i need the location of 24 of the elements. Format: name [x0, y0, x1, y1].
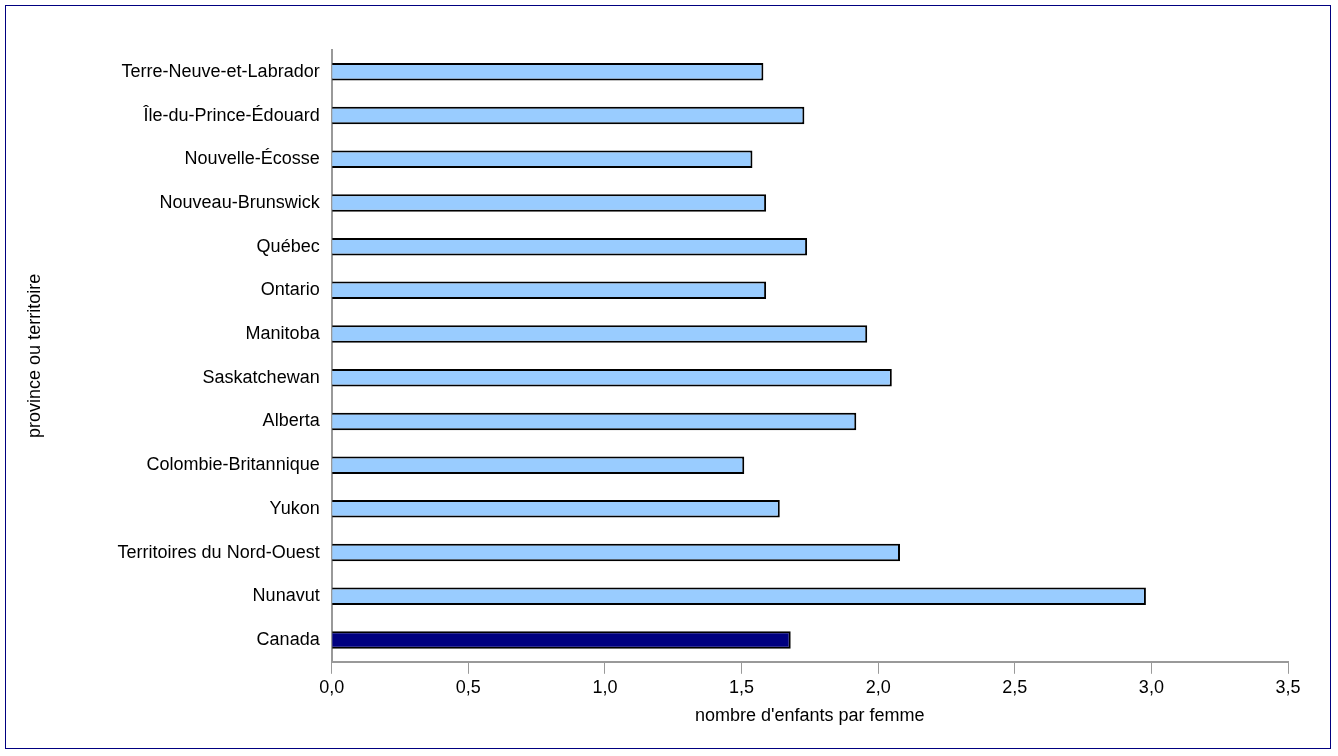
y-tick-label: Canada	[256, 628, 321, 649]
y-tick-label: Ontario	[260, 279, 320, 300]
y-tick-label: Alberta	[262, 410, 321, 431]
y-tick-label: Nunavut	[252, 585, 320, 606]
y-tick-label: Manitoba	[245, 323, 321, 344]
y-tick-label: Terre-Neuve-et-Labrador	[121, 60, 320, 81]
y-tick-label: Québec	[256, 235, 320, 256]
y-tick-label: Île-du-Prince-Édouard	[142, 104, 320, 125]
x-tick-label: 3,5	[1275, 676, 1301, 697]
y-tick-label: Nouveau-Brunswick	[159, 191, 321, 212]
y-tick-label: Saskatchewan	[202, 366, 320, 387]
x-tick-label: 2,0	[865, 676, 891, 697]
x-tick-label: 2,5	[1002, 676, 1028, 697]
x-tick-label: 0,5	[455, 676, 481, 697]
x-tick-label: 3,0	[1138, 676, 1164, 697]
x-tick-label: 0,0	[319, 676, 345, 697]
x-tick-label: 1,0	[592, 676, 618, 697]
y-tick-label: Territoires du Nord-Ouest	[117, 541, 320, 562]
x-tick-label: 1,5	[729, 676, 755, 697]
x-axis-title: nombre d'enfants par femme	[695, 705, 925, 726]
y-tick-label: Nouvelle-Écosse	[184, 148, 320, 169]
y-axis-title: province ou territoire	[23, 273, 44, 438]
y-tick-label: Yukon	[269, 497, 320, 518]
y-tick-label: Colombie-Britannique	[146, 454, 320, 475]
